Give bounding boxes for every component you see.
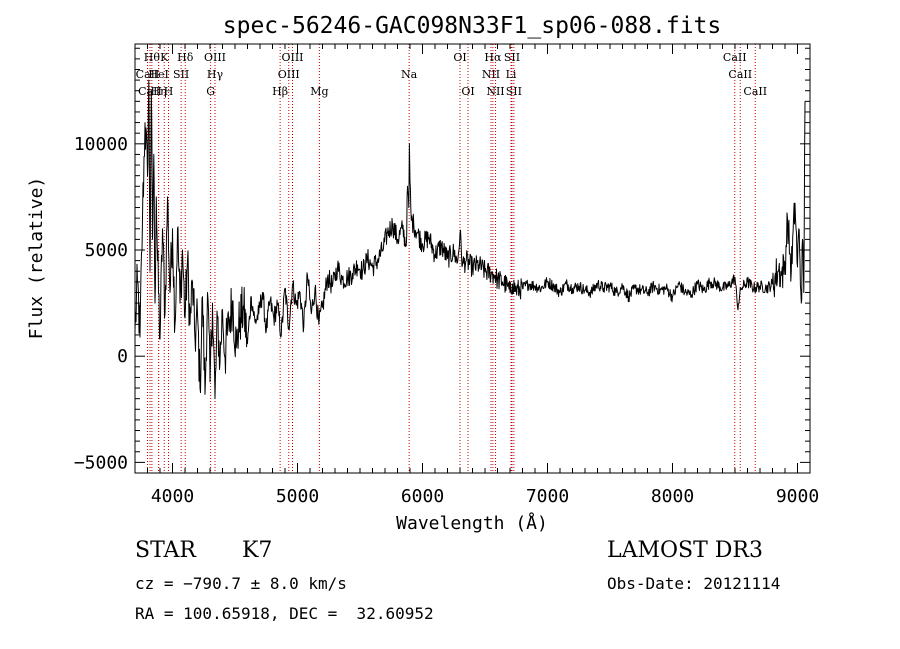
line-marker-label-10: Hγ — [207, 68, 224, 81]
obs-date-line: Obs-Date: 20121114 — [607, 574, 781, 593]
line-marker-label-25: CaII — [723, 51, 747, 64]
flux-series-line — [134, 79, 806, 400]
line-marker-label-26: CaII — [728, 68, 752, 81]
coordinates-line: RA = 100.65918, DEC = 32.60952 — [135, 604, 434, 623]
line-marker-label-6: H — [164, 85, 174, 98]
x-tick-label-7000: 7000 — [526, 486, 569, 507]
line-marker-label-3: Hη — [151, 85, 167, 98]
line-marker-label-16: Na — [401, 68, 418, 81]
line-marker-label-14: Hβ — [272, 85, 288, 98]
x-tick-label-4000: 4000 — [151, 486, 194, 507]
line-marker-label-23: Li — [506, 68, 517, 81]
line-marker-label-18: OI — [461, 85, 474, 98]
line-marker-label-1: CaII — [138, 85, 162, 98]
x-tick-label-8000: 8000 — [651, 486, 694, 507]
line-marker-label-27: CaII — [743, 85, 767, 98]
line-marker-label-2: Hθ — [144, 51, 161, 64]
line-marker-label-17: OI — [453, 51, 466, 64]
line-marker-label-20: NII — [482, 68, 500, 81]
y-axis: −5000 0 5000 10000 — [74, 47, 810, 474]
y-tick-label-10000: 10000 — [74, 134, 128, 155]
line-marker-label-4: HeI — [148, 68, 168, 81]
line-marker-label-13: OIII — [278, 68, 300, 81]
redshift-line: cz = −790.7 ± 8.0 km/s — [135, 574, 347, 593]
line-marker-label-19: Hα — [484, 51, 502, 64]
object-subclass: K7 — [242, 538, 273, 563]
line-markers — [147, 44, 756, 473]
line-marker-label-8: Hδ — [177, 51, 194, 64]
line-marker-label-0: CaII — [136, 68, 160, 81]
y-tick-label-0: 0 — [117, 346, 128, 367]
y-tick-label--5000: −5000 — [74, 452, 128, 473]
x-axis-label: Wavelength (Å) — [396, 512, 548, 534]
line-marker-label-11: G — [206, 85, 215, 98]
y-tick-label-5000: 5000 — [85, 240, 128, 261]
x-tick-label-5000: 5000 — [276, 486, 319, 507]
line-marker-label-12: OIII — [281, 51, 303, 64]
x-tick-label-6000: 6000 — [401, 486, 444, 507]
line-marker-label-24: SII — [506, 85, 522, 98]
x-axis: 4000 5000 6000 7000 8000 9000 — [134, 44, 819, 507]
line-marker-label-21: NII — [486, 85, 504, 98]
line-marker-label-15: Mg — [310, 85, 328, 98]
marker-labels: CaII CaII Hθ Hη HeI K H SII Hδ OIII Hγ G OIII OIII Hβ M… — [136, 51, 767, 98]
line-marker-label-9: OIII — [204, 51, 226, 64]
line-marker-label-5: K — [160, 51, 169, 64]
object-class: STAR — [135, 538, 196, 563]
y-axis-label: Flux (relative) — [26, 177, 47, 340]
chart-title: spec-56246-GAC098N33F1_sp06-088.fits — [223, 13, 722, 39]
x-tick-label-9000: 9000 — [776, 486, 819, 507]
line-marker-label-7: SII — [173, 68, 189, 81]
survey-name: LAMOST DR3 — [607, 538, 763, 563]
line-marker-label-22: SII — [504, 51, 520, 64]
